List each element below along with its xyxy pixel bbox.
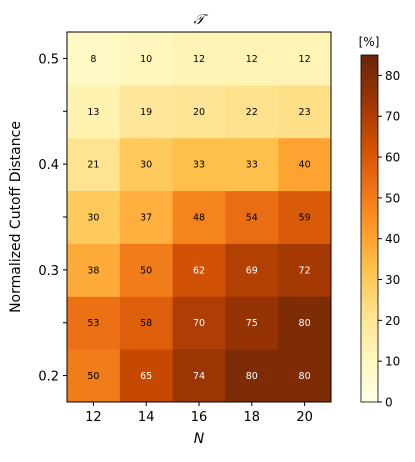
- cell-value-label: 69: [246, 265, 258, 276]
- colorbar-tick-label: 20: [385, 314, 400, 328]
- colorbar-label: [%]: [359, 35, 380, 49]
- cell-value-label: 19: [140, 107, 152, 118]
- heatmap-cell: [172, 190, 226, 244]
- cell-value-label: 40: [299, 160, 311, 171]
- cell-value-label: 58: [140, 318, 152, 329]
- colorbar-tick-label: 60: [385, 151, 400, 165]
- heatmap-cell: [225, 190, 279, 244]
- heatmap-cell: [67, 137, 121, 192]
- cell-value-label: 13: [87, 107, 99, 118]
- cell-value-label: 22: [246, 107, 258, 118]
- heatmap-cell: [172, 243, 226, 297]
- heatmap-cell: [225, 349, 279, 403]
- heatmap-cells: 50 65 74 80 80 53 58 70 75 80 38 50 62 69 72 30 37 48 54 59…: [67, 32, 332, 403]
- heatmap-cell: [172, 137, 226, 192]
- x-tick-label: 20: [296, 410, 313, 425]
- cell-value-label: 30: [87, 213, 99, 224]
- colorbar-tick-label: 10: [385, 355, 400, 369]
- cell-value-label: 62: [193, 265, 205, 276]
- colorbar-tick-label: 70: [385, 110, 400, 124]
- heatmap-cell: [119, 296, 174, 350]
- heatmap-cell: [67, 32, 121, 86]
- heatmap-cell: [278, 349, 332, 403]
- cell-value-label: 33: [246, 160, 258, 171]
- heatmap-cell: [119, 243, 174, 297]
- colorbar-tick-label: 0: [385, 396, 393, 410]
- heatmap-cell: [225, 32, 279, 86]
- cell-value-label: 59: [299, 213, 311, 224]
- colorbar: [360, 54, 379, 403]
- colorbar-ticks: 0 10 20 30 40 50 60 70 80: [378, 69, 400, 410]
- heatmap-cell: [172, 349, 226, 403]
- cell-value-label: 80: [299, 318, 311, 329]
- heatmap-cell: [119, 190, 174, 244]
- cell-value-label: 21: [87, 160, 99, 171]
- cell-value-label: 54: [246, 213, 258, 224]
- heatmap-cell: [278, 32, 332, 86]
- colorbar-tick-label: 50: [385, 191, 400, 205]
- cell-value-label: 72: [299, 265, 311, 276]
- cell-value-label: 12: [299, 54, 311, 65]
- x-tick-label: 12: [85, 410, 102, 425]
- heatmap-cell: [225, 84, 279, 139]
- cell-value-label: 80: [299, 371, 311, 382]
- heatmap-cell: [225, 137, 279, 192]
- cell-value-label: 30: [140, 160, 152, 171]
- heatmap-cell: [67, 84, 121, 139]
- y-tick-label: 0.3: [38, 264, 59, 279]
- colorbar-tick-label: 80: [385, 69, 400, 83]
- heatmap-cell: [67, 243, 121, 297]
- cell-value-label: 12: [193, 54, 205, 65]
- heatmap-cell: [172, 296, 226, 350]
- cell-value-label: 37: [140, 213, 152, 224]
- cell-value-label: 48: [193, 213, 205, 224]
- heatmap-cell: [67, 190, 121, 244]
- cell-value-label: 50: [140, 265, 152, 276]
- cell-value-label: 50: [87, 371, 99, 382]
- heatmap-cell: [67, 349, 121, 403]
- heatmap-cell: [119, 349, 174, 403]
- heatmap-cell: [172, 84, 226, 139]
- cell-value-label: 12: [246, 54, 258, 65]
- cell-value-label: 74: [193, 371, 205, 382]
- cell-value-label: 20: [193, 107, 205, 118]
- heatmap-cell: [119, 84, 174, 139]
- cell-value-label: 75: [246, 318, 258, 329]
- heatmap-cell: [278, 84, 332, 139]
- heatmap-cell: [278, 243, 332, 297]
- heatmap-cell: [225, 296, 279, 350]
- x-tick-label: 18: [244, 410, 261, 425]
- cell-value-label: 33: [193, 160, 205, 171]
- cell-value-label: 80: [246, 371, 258, 382]
- chart-title: 𝒯: [194, 12, 209, 28]
- cell-value-label: 10: [140, 54, 152, 65]
- heatmap-cell: [278, 137, 332, 192]
- heatmap-cell: [119, 32, 174, 86]
- y-tick-label: 0.4: [38, 158, 59, 173]
- cell-value-label: 53: [87, 318, 99, 329]
- heatmap-cell: [172, 32, 226, 86]
- y-tick-label: 0.5: [38, 52, 59, 67]
- x-axis-title: N: [194, 431, 205, 447]
- heatmap-cell: [278, 296, 332, 350]
- colorbar-tick-label: 40: [385, 232, 400, 246]
- colorbar-tick-label: 30: [385, 273, 400, 287]
- y-axis-ticks: 0.2 0.3 0.4 0.5: [38, 52, 67, 385]
- x-tick-label: 14: [138, 410, 155, 425]
- heatmap-cell: [225, 243, 279, 297]
- cell-value-label: 70: [193, 318, 205, 329]
- cell-value-label: 65: [140, 371, 152, 382]
- cell-value-label: 38: [87, 265, 99, 276]
- y-tick-label: 0.2: [38, 370, 59, 385]
- x-axis-ticks: 12 14 16 18 20: [85, 402, 313, 425]
- heatmap-cell: [119, 137, 174, 192]
- cell-value-label: 8: [90, 54, 96, 65]
- heatmap-cell: [67, 296, 121, 350]
- cell-value-label: 23: [299, 107, 311, 118]
- y-axis-title: Normalized Cutoff Distance: [8, 121, 24, 313]
- x-tick-label: 16: [191, 410, 208, 425]
- heatmap-cell: [278, 190, 332, 244]
